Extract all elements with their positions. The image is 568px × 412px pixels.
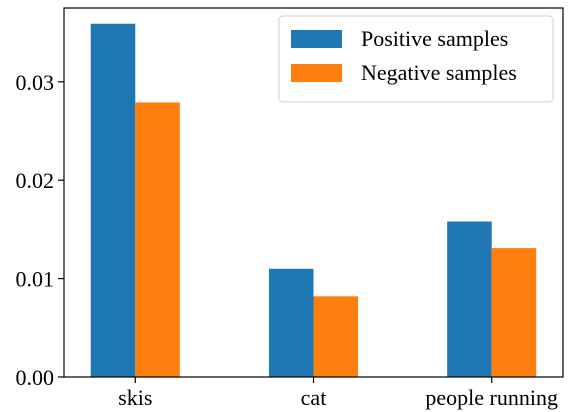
- legend-swatch-negative: [291, 64, 342, 82]
- bars-group: [90, 23, 537, 378]
- x-axis-ticks: skis cat people running: [118, 377, 558, 410]
- bar-cat-negative: [313, 296, 359, 377]
- y-tick-label: 0.00: [16, 365, 55, 390]
- legend-swatch-positive: [291, 30, 342, 48]
- bar-people-running-negative: [491, 248, 537, 377]
- x-tick-label: skis: [118, 385, 152, 410]
- legend: Positive samples Negative samples: [278, 15, 554, 103]
- x-tick-label: people running: [425, 385, 558, 410]
- legend-label-positive: Positive samples: [361, 26, 508, 51]
- y-tick-label: 0.02: [16, 168, 55, 193]
- bar-people-running-positive: [447, 221, 492, 377]
- bar-skis-negative: [135, 102, 180, 378]
- y-axis-ticks: 0.00 0.01 0.02 0.03: [16, 70, 64, 390]
- bar-skis-positive: [90, 23, 136, 378]
- y-tick-label: 0.03: [16, 70, 55, 95]
- bar-cat-positive: [268, 268, 314, 377]
- plot-frame: [63, 7, 564, 378]
- x-tick-label: cat: [301, 385, 327, 410]
- legend-box: [278, 15, 554, 103]
- y-tick-label: 0.01: [16, 267, 55, 292]
- legend-label-negative: Negative samples: [361, 60, 517, 85]
